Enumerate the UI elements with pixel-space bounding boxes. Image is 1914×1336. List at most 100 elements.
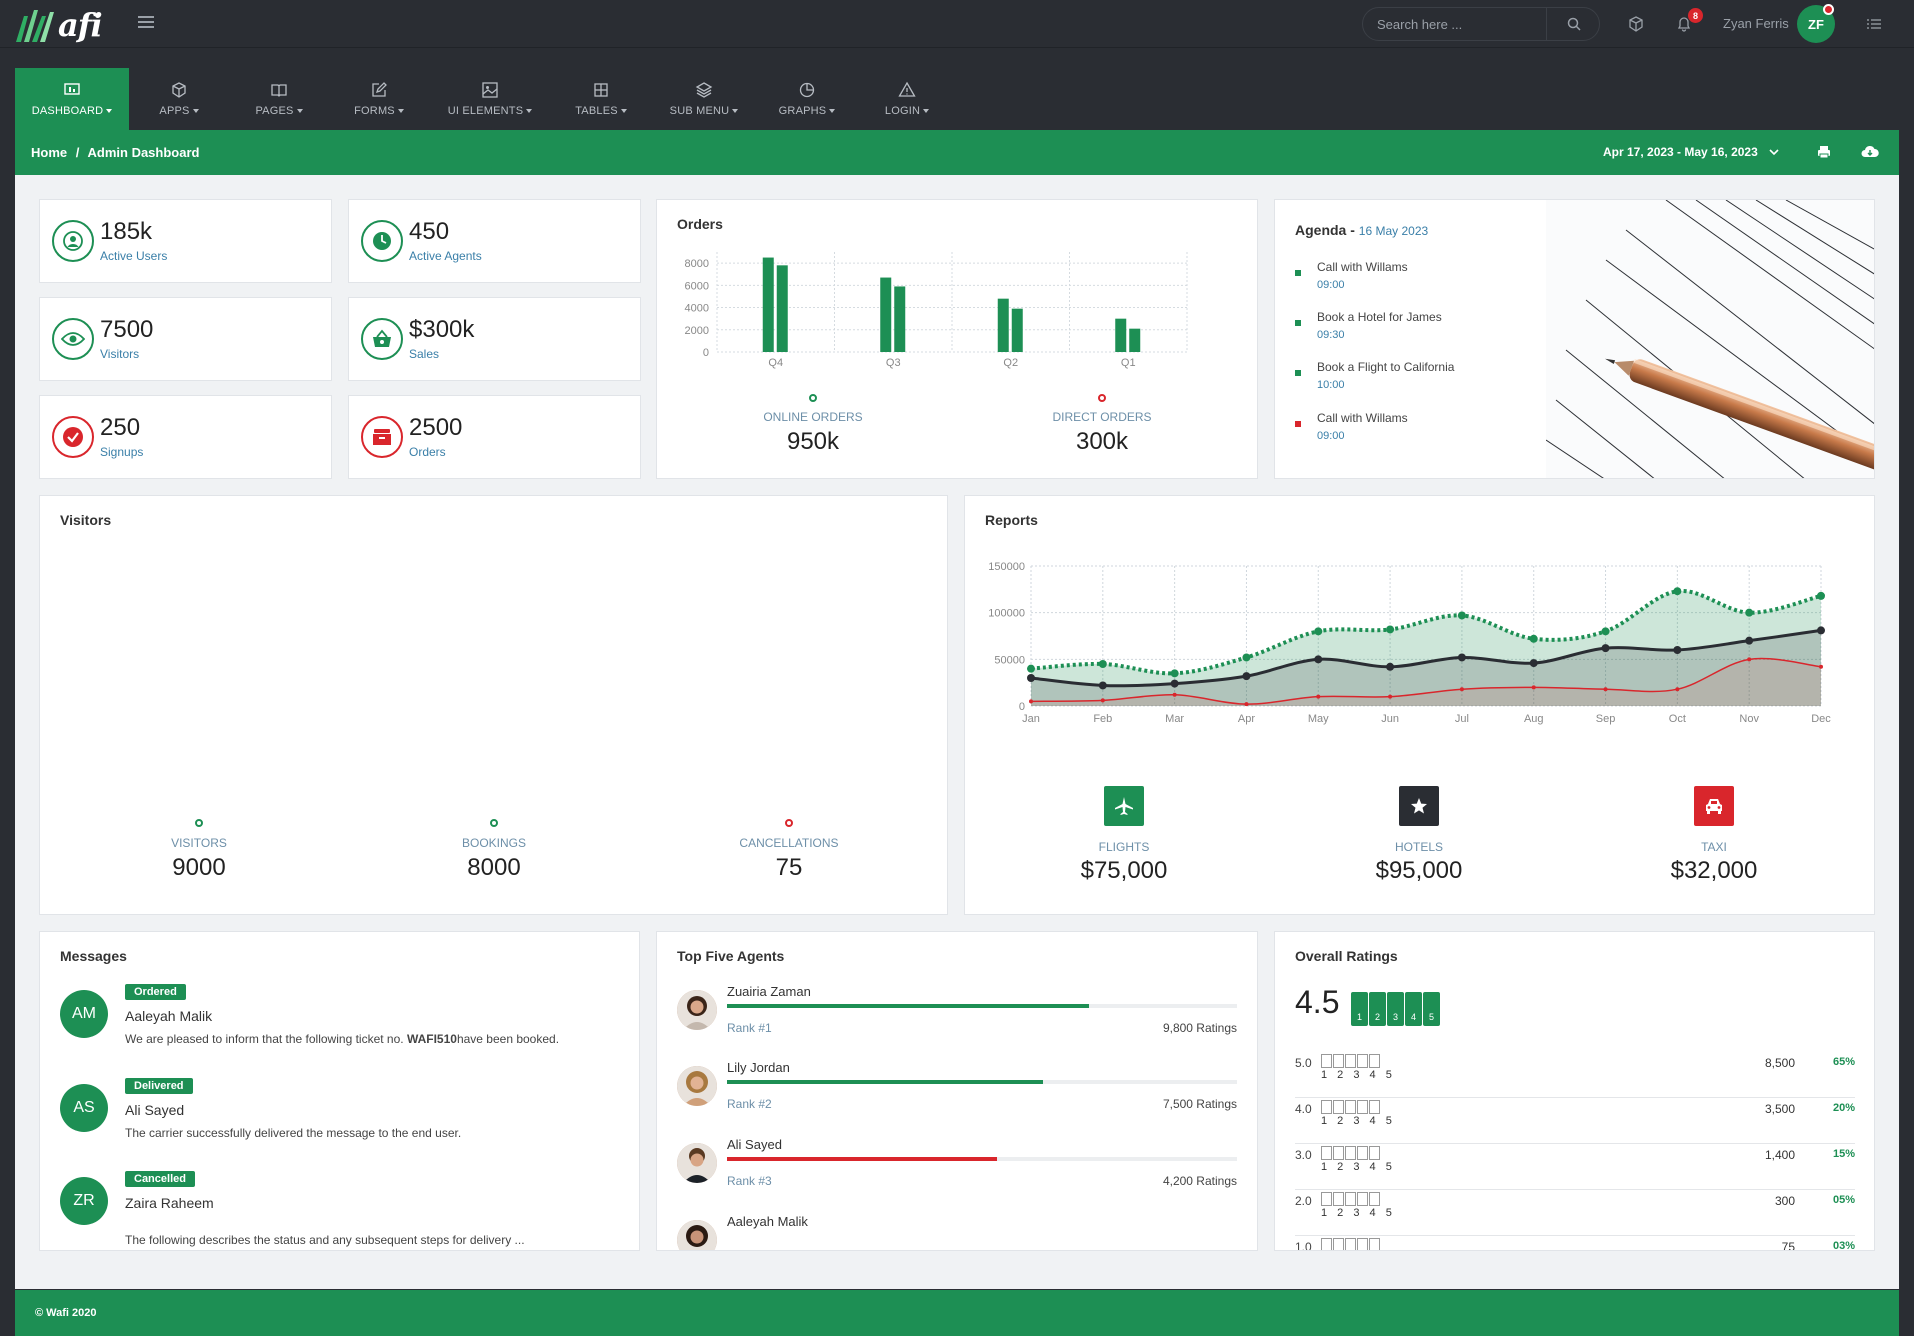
avatar: ZR xyxy=(60,1177,108,1225)
bar xyxy=(894,286,906,352)
book-icon xyxy=(271,84,287,97)
series-line xyxy=(1030,589,1822,676)
kpi-value: $95,000 xyxy=(1375,857,1463,884)
x-tick-label: Apr xyxy=(1238,713,1255,725)
nav-tables[interactable]: TABLES xyxy=(551,68,651,130)
hamburger-icon[interactable] xyxy=(138,16,154,28)
kpi-value: $32,000 xyxy=(1670,857,1758,884)
agenda-time: 10:00 xyxy=(1317,379,1345,391)
agenda-text: Book a Flight to California xyxy=(1317,360,1455,374)
x-tick-label: May xyxy=(1308,713,1329,725)
stat-card-sales: $300k Sales xyxy=(348,297,641,381)
x-tick-label: Mar xyxy=(1165,713,1184,725)
overall-stars: 1 2 3 4 5 xyxy=(1351,992,1441,1026)
data-point xyxy=(1745,608,1754,617)
rating-percent: 20% xyxy=(1832,1102,1855,1114)
stat-card-active-users: 185k Active Users xyxy=(39,199,332,283)
edit-icon xyxy=(372,82,387,97)
rating-value: 3.0 xyxy=(1295,1148,1312,1162)
nav-login[interactable]: LOGIN xyxy=(857,68,957,130)
data-point xyxy=(1673,646,1682,654)
message-text: The carrier successfully delivered the m… xyxy=(125,1126,462,1140)
agenda-time: 09:00 xyxy=(1317,279,1345,291)
search-input[interactable] xyxy=(1377,17,1547,32)
notification-badge: 8 xyxy=(1688,8,1703,23)
kpi-value: 8000 xyxy=(467,854,521,881)
rating-count: 8,500 xyxy=(1764,1056,1795,1070)
nav-pages[interactable]: PAGES xyxy=(229,68,329,130)
legend-dot xyxy=(809,394,817,402)
logo-mark-icon xyxy=(16,10,54,42)
stat-label: Active Users xyxy=(100,249,168,263)
nav-ui-elements[interactable]: UI ELEMENTS xyxy=(429,68,551,130)
data-point xyxy=(1817,591,1825,600)
y-tick-label: 2000 xyxy=(685,325,709,337)
data-point xyxy=(1170,669,1179,678)
nav-sub-menu[interactable]: SUB MENU xyxy=(651,68,757,130)
y-tick-label: 4000 xyxy=(685,303,709,315)
kpi-label: DIRECT ORDERS xyxy=(1052,410,1152,424)
agenda-text: Call with Willams xyxy=(1317,260,1408,274)
x-tick-label: Jun xyxy=(1381,713,1399,725)
date-range-picker[interactable]: Apr 17, 2023 - May 16, 2023 xyxy=(1603,145,1779,159)
rating-stars xyxy=(1321,1100,1381,1114)
agenda-heading: Agenda - 16 May 2023 xyxy=(1295,222,1428,238)
nav-apps[interactable]: APPS xyxy=(129,68,229,130)
eye-icon xyxy=(52,318,94,360)
breadcrumb-home[interactable]: Home xyxy=(31,145,68,160)
kpi-label: FLIGHTS xyxy=(1098,840,1150,854)
message-text: We are pleased to inform that the follow… xyxy=(125,1032,560,1046)
agenda-text: Call with Willams xyxy=(1317,411,1408,425)
breadcrumb: Home / Admin Dashboard xyxy=(31,145,199,160)
print-icon[interactable] xyxy=(1816,144,1834,162)
bell-icon[interactable] xyxy=(1674,14,1694,34)
star-icon xyxy=(1399,786,1439,826)
series-line xyxy=(1030,657,1822,705)
image-icon xyxy=(482,82,498,98)
nav-label: SUB MENU xyxy=(669,105,730,117)
alert-triangle-icon xyxy=(898,81,916,97)
y-tick-label: 150000 xyxy=(988,561,1025,573)
agent-progress xyxy=(727,1004,1237,1008)
search-icon[interactable] xyxy=(1546,7,1600,41)
user-name[interactable]: Zyan Ferris xyxy=(1723,16,1789,31)
overall-ratings-card: Overall Ratings 4.5 1 2 3 4 5 5.0 1 2 3 … xyxy=(1274,931,1875,1251)
cloud-download-icon[interactable] xyxy=(1861,144,1879,162)
agent-ratings: 7,500 Ratings xyxy=(1162,1097,1237,1111)
card-title: Agenda - xyxy=(1295,222,1355,238)
x-tick-label: Q4 xyxy=(768,357,783,369)
list-icon[interactable] xyxy=(1864,14,1884,34)
message-sender: Zaira Raheem xyxy=(125,1195,214,1211)
data-point xyxy=(1457,611,1466,620)
stat-card-active-agents: 450 Active Agents xyxy=(348,199,641,283)
app-logo[interactable]: afi xyxy=(16,6,103,44)
date-range-text: Apr 17, 2023 - May 16, 2023 xyxy=(1603,145,1758,159)
data-point xyxy=(1172,692,1177,697)
agent-name: Zuairia Zaman xyxy=(727,984,811,999)
rating-percent: 65% xyxy=(1832,1056,1855,1068)
star-icon: 5 xyxy=(1423,992,1440,1026)
star-numbers: 1 2 3 4 5 xyxy=(1321,1207,1396,1219)
agent-ratings: 4,200 Ratings xyxy=(1162,1174,1237,1188)
bar xyxy=(1011,308,1023,352)
overall-rating-value: 4.5 xyxy=(1295,984,1340,1020)
agent-rank: Rank #2 xyxy=(727,1097,772,1111)
nav-dashboard[interactable]: DASHBOARD xyxy=(15,68,129,130)
nav-graphs[interactable]: GRAPHS xyxy=(757,68,857,130)
nav-label: APPS xyxy=(159,105,190,117)
box-icon[interactable] xyxy=(1626,14,1646,34)
kpi-value: 75 xyxy=(775,854,803,881)
star-icon: 2 xyxy=(1369,992,1386,1026)
rating-count: 3,500 xyxy=(1764,1102,1795,1116)
kpi-label: HOTELS xyxy=(1394,840,1443,854)
footer: © Wafi 2020 xyxy=(15,1290,1899,1336)
stat-card-signups: 250 Signups xyxy=(39,395,332,479)
avatar: AS xyxy=(60,1084,108,1132)
kpi-value: 950k xyxy=(786,428,840,455)
clock-icon xyxy=(361,220,403,262)
avatar: AM xyxy=(60,990,108,1038)
message-sender: Ali Sayed xyxy=(125,1102,185,1118)
user-avatar[interactable]: ZF xyxy=(1797,5,1835,43)
data-point xyxy=(1316,694,1321,699)
nav-forms[interactable]: FORMS xyxy=(329,68,429,130)
